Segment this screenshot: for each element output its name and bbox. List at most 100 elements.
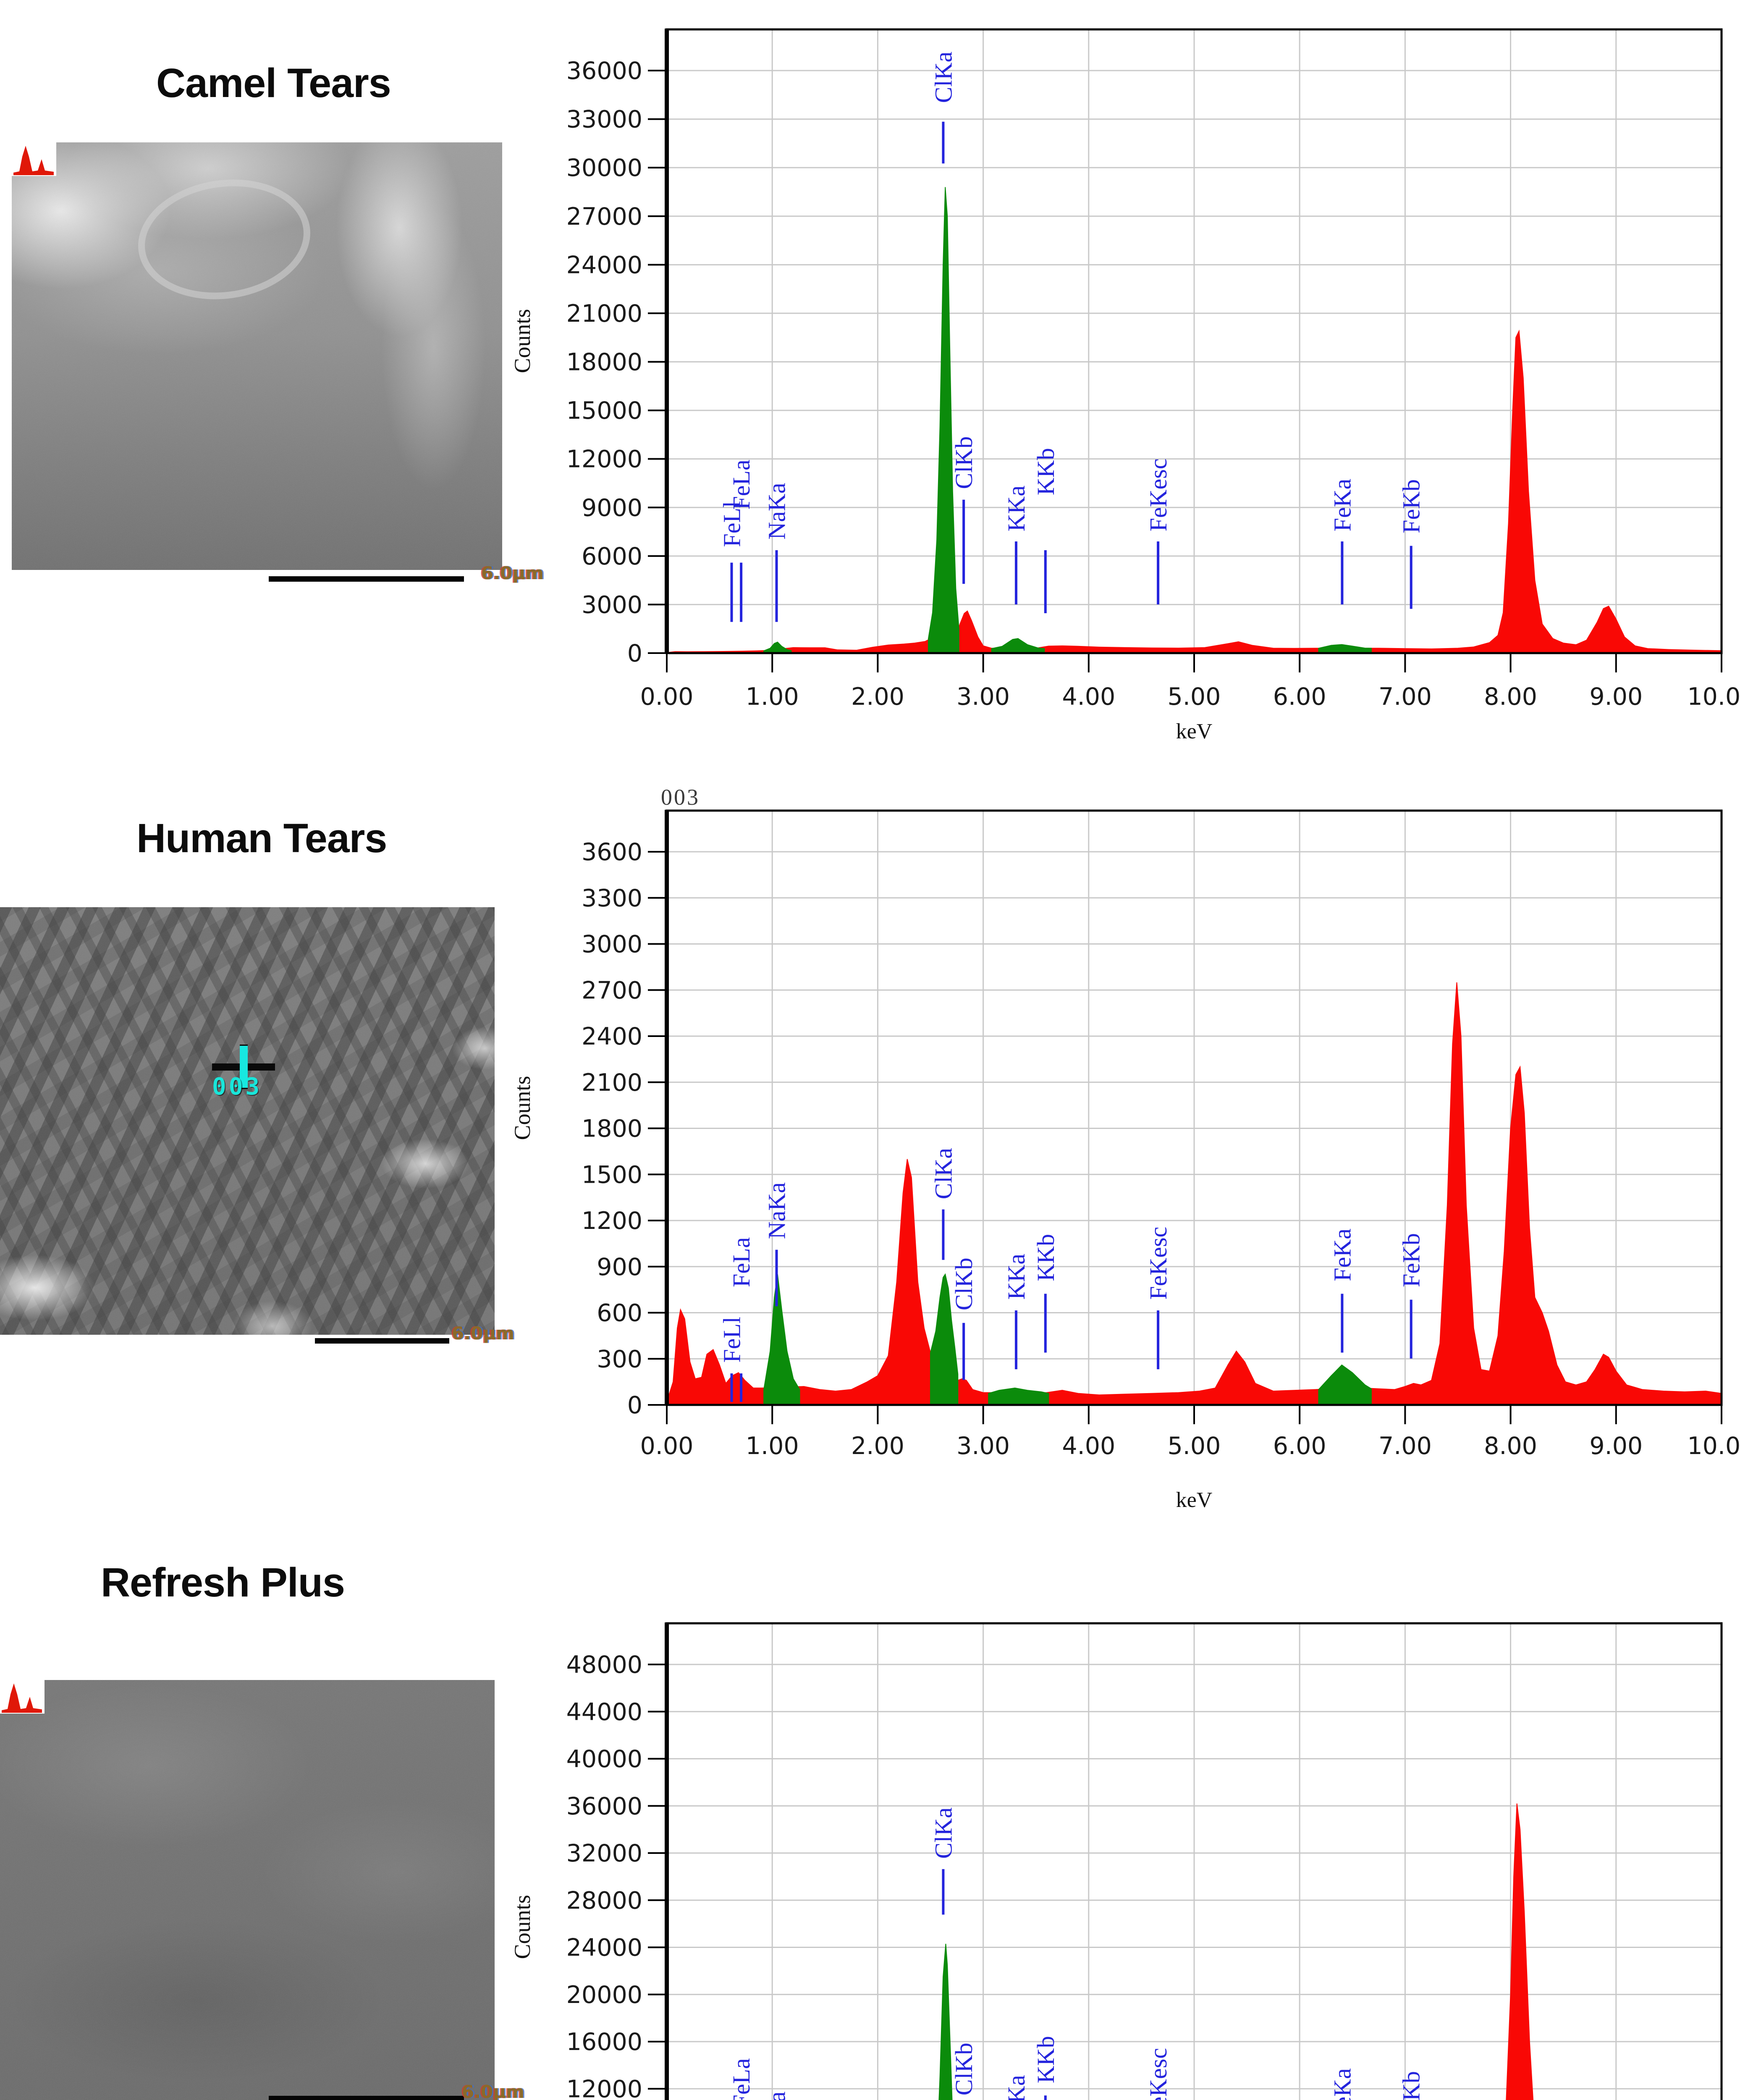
series-KKa-region: [991, 638, 1045, 654]
peak-label-FeLa: FeLa: [728, 2058, 755, 2100]
panel-title-human-tears: Human Tears: [136, 815, 387, 861]
y-tick-label: 33000: [566, 106, 642, 134]
panel-title-refresh-plus: Refresh Plus: [101, 1559, 345, 1605]
y-tick-label: 3600: [582, 838, 642, 866]
x-tick-label: 1.00: [746, 683, 799, 711]
sem-image-camel-tears: [12, 142, 502, 570]
x-tick-label: 6.00: [1273, 1432, 1326, 1460]
y-tick-label: 36000: [566, 57, 642, 85]
y-tick-label: 0: [627, 640, 642, 667]
series-spectrum: [666, 982, 1722, 1405]
y-tick-label: 40000: [566, 1746, 642, 1773]
x-tick-label: 4.00: [1062, 683, 1115, 711]
y-tick-label: 1800: [582, 1115, 642, 1143]
panel-title-camel-tears: Camel Tears: [156, 60, 391, 106]
y-tick-label: 21000: [566, 300, 642, 328]
x-tick-label: 7.00: [1378, 1432, 1432, 1460]
x-tick-label: 6.00: [1273, 683, 1326, 711]
x-tick-label: 0.00: [640, 683, 694, 711]
y-tick-label: 24000: [566, 251, 642, 279]
y-tick-label: 20000: [566, 1981, 642, 2009]
y-tick-label: 3000: [582, 591, 642, 619]
y-tick-label: 48000: [566, 1651, 642, 1679]
y-tick-label: 2100: [582, 1069, 642, 1097]
series-spectrum: [1506, 1803, 1534, 2100]
scale-bar-label: 6.0μm: [452, 1323, 515, 1344]
x-axis-title: keV: [1176, 1488, 1213, 1512]
series-ClKa-region: [928, 187, 959, 654]
peak-label-ClKb: ClKb: [950, 1257, 977, 1310]
y-tick-label: 1200: [582, 1207, 642, 1235]
peak-label-ClKb: ClKb: [950, 2043, 977, 2096]
y-tick-label: 36000: [566, 1793, 642, 1820]
series-NaKa-region: [763, 641, 792, 654]
y-tick-label: 900: [597, 1253, 642, 1281]
y-tick-label: 27000: [566, 203, 642, 231]
chart-annotation: 003: [661, 785, 700, 810]
peak-label-KKb: KKb: [1032, 2036, 1059, 2084]
chart-svg: 48000 44000 40000 36000 32000 28000 24000 20000…: [510, 1622, 1723, 2100]
peak-label-FeKesc: FeKesc: [1145, 2048, 1172, 2100]
peak-label-FeKb: FeKb: [1398, 2071, 1425, 2100]
peak-label-ClKb: ClKb: [950, 436, 977, 489]
peak-label-FeLa: FeLa: [728, 459, 755, 509]
y-tick-label: 32000: [566, 1840, 642, 1867]
y-tick-label: 15000: [566, 397, 642, 425]
y-tick-label: 28000: [566, 1887, 642, 1914]
x-tick-label: 5.00: [1168, 683, 1221, 711]
x-axis-title: keV: [1176, 719, 1213, 743]
sem-marker-label: 003: [212, 1073, 262, 1100]
series-KKa-region: [988, 1387, 1049, 1405]
scale-bar: [269, 576, 464, 582]
x-tick-label: 9.00: [1589, 683, 1643, 711]
peak-label-KKa: KKa: [1003, 2075, 1030, 2100]
series-ClKa-region: [930, 1273, 959, 1405]
peak-label-KKb: KKb: [1032, 1234, 1059, 1281]
sem-noise-overlay: [12, 142, 502, 570]
eds-chart-refresh-plus: 48000 44000 40000 36000 32000 28000 24000 20000…: [495, 1594, 1740, 2100]
peak-label-ClKa: ClKa: [930, 1148, 957, 1199]
peak-label-FeLl: FeLl: [718, 501, 745, 547]
x-tick-label: 1.00: [746, 1432, 799, 1460]
peak-label-FeKb: FeKb: [1398, 1233, 1425, 1287]
y-tick-label: 0: [627, 1391, 642, 1419]
peak-label-ClKa: ClKa: [930, 1807, 957, 1858]
y-tick-label: 6000: [582, 543, 642, 570]
series-FeKa-region: [1318, 644, 1372, 654]
scale-bar-label: 6.0μm: [481, 563, 544, 583]
x-tick-label: 3.00: [956, 1432, 1010, 1460]
eds-chart-human-tears: 3600 3300 3000 2700 2400 2100 1800 1500 1200 900 6…: [495, 781, 1740, 1516]
y-tick-label: 1500: [582, 1161, 642, 1189]
peak-label-FeKa: FeKa: [1329, 479, 1356, 532]
sem-image-refresh-plus: [0, 1680, 495, 2100]
peak-label-KKb: KKb: [1032, 448, 1059, 496]
eds-chart-camel-tears: 36000 33000 30000 27000 24000 21000 18000 15000…: [495, 0, 1740, 756]
y-tick-label: 3300: [582, 885, 642, 912]
peak-label-KKa: KKa: [1003, 486, 1030, 532]
y-axis-title: Counts: [510, 1076, 535, 1140]
x-tick-label: 8.00: [1484, 1432, 1537, 1460]
series-spectrum: [666, 329, 1722, 654]
y-tick-label: 2700: [582, 976, 642, 1004]
x-tick-label: 0.00: [640, 1432, 694, 1460]
scale-bar-label: 6.0μm: [462, 2082, 525, 2100]
chart-svg: 3600330030002700240021001800150012009006…: [510, 785, 1740, 1512]
crosshair-marker-icon: [212, 1042, 279, 1092]
peak-label-FeLl: FeLl: [718, 1317, 745, 1363]
spectrum-marker-icon: [0, 1680, 45, 1714]
x-tick-label: 8.00: [1484, 683, 1537, 711]
y-axis-title: Counts: [510, 1895, 535, 1959]
chart-svg: 3600033000300002700024000210001800015000…: [510, 28, 1740, 743]
y-axis-title: Counts: [510, 309, 535, 373]
x-tick-label: 4.00: [1062, 1432, 1115, 1460]
y-tick-label: 44000: [566, 1698, 642, 1726]
peak-label-ClKa: ClKa: [930, 52, 957, 103]
y-tick-label: 16000: [566, 2028, 642, 2056]
x-tick-label: 3.00: [956, 683, 1010, 711]
peak-label-FeLa: FeLa: [728, 1237, 755, 1287]
series-ClKa-region: [938, 1944, 953, 2100]
x-tick-label: 10.00: [1687, 683, 1740, 711]
peak-label-NaKa: NaKa: [763, 483, 790, 539]
x-tick-label: 2.00: [851, 1432, 904, 1460]
y-tick-label: 12000: [566, 2075, 642, 2100]
